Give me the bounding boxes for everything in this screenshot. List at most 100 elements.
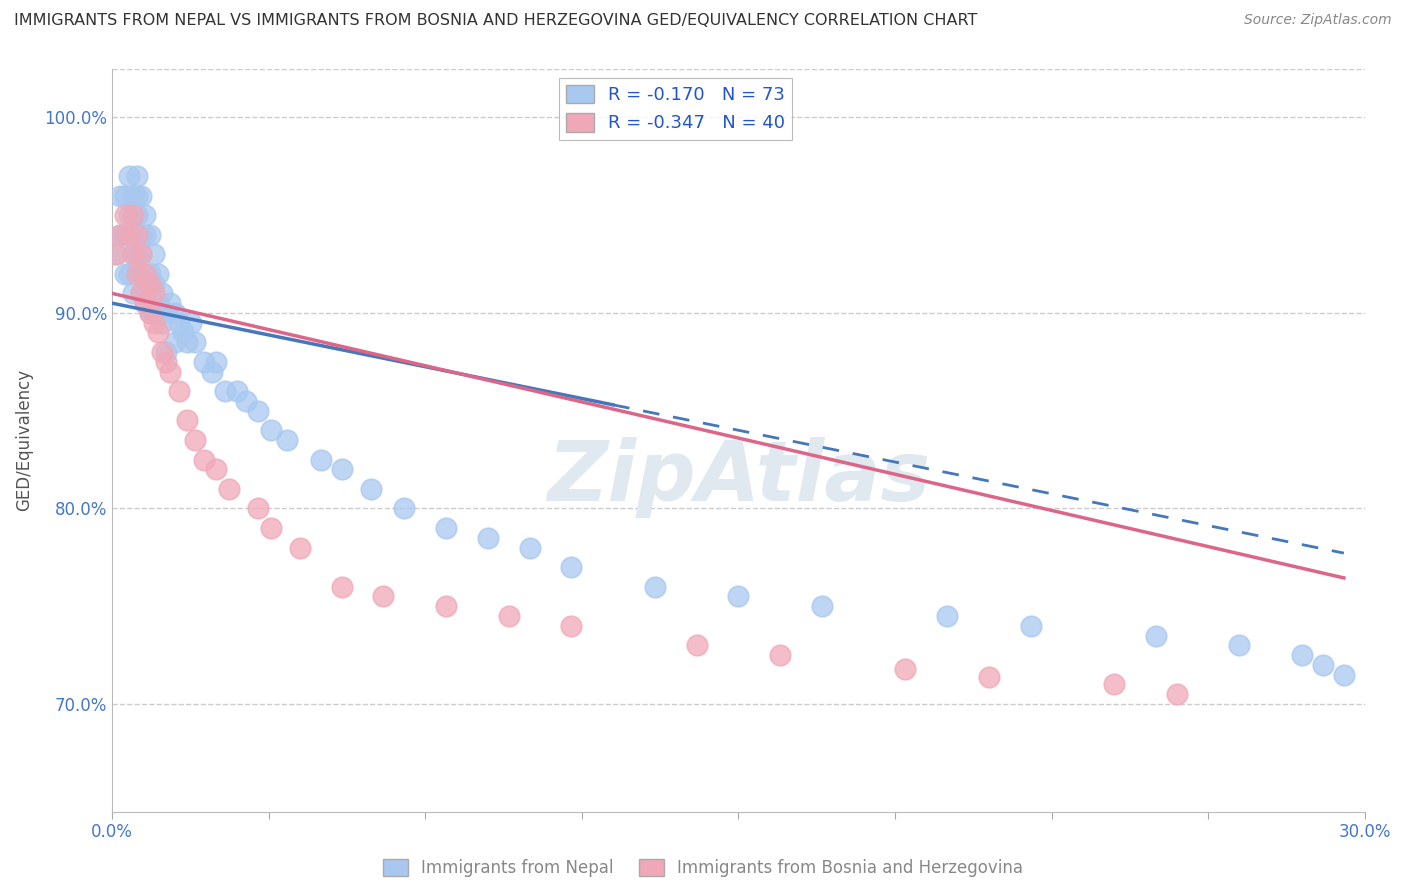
Point	[172, 326, 194, 340]
Point	[121, 208, 143, 222]
Point	[125, 188, 148, 202]
Point	[146, 267, 169, 281]
Text: IMMIGRANTS FROM NEPAL VS IMMIGRANTS FROM BOSNIA AND HERZEGOVINA GED/EQUIVALENCY : IMMIGRANTS FROM NEPAL VS IMMIGRANTS FROM…	[14, 13, 977, 29]
Point	[155, 306, 177, 320]
Point	[218, 482, 240, 496]
Point	[125, 227, 148, 242]
Point	[226, 384, 249, 398]
Point	[434, 521, 457, 535]
Point	[125, 267, 148, 281]
Point	[811, 599, 834, 614]
Point	[114, 227, 136, 242]
Point	[276, 433, 298, 447]
Point	[125, 247, 148, 261]
Point	[146, 326, 169, 340]
Point	[121, 286, 143, 301]
Point	[125, 267, 148, 281]
Point	[247, 403, 270, 417]
Point	[129, 247, 152, 261]
Point	[118, 267, 141, 281]
Point	[330, 580, 353, 594]
Legend: R = -0.170   N = 73, R = -0.347   N = 40: R = -0.170 N = 73, R = -0.347 N = 40	[560, 78, 792, 140]
Point	[394, 501, 416, 516]
Point	[1312, 657, 1334, 672]
Point	[205, 355, 228, 369]
Point	[167, 384, 190, 398]
Point	[260, 423, 283, 437]
Point	[434, 599, 457, 614]
Point	[180, 316, 202, 330]
Text: Source: ZipAtlas.com: Source: ZipAtlas.com	[1244, 13, 1392, 28]
Point	[125, 208, 148, 222]
Point	[121, 188, 143, 202]
Point	[138, 277, 160, 291]
Point	[118, 169, 141, 183]
Point	[155, 355, 177, 369]
Point	[560, 560, 582, 574]
Point	[138, 267, 160, 281]
Point	[125, 169, 148, 183]
Point	[129, 286, 152, 301]
Point	[134, 267, 156, 281]
Point	[1166, 687, 1188, 701]
Point	[163, 306, 186, 320]
Point	[184, 335, 207, 350]
Point	[155, 345, 177, 359]
Point	[142, 286, 165, 301]
Point	[146, 296, 169, 310]
Point	[114, 267, 136, 281]
Point	[134, 296, 156, 310]
Point	[159, 296, 181, 310]
Point	[118, 227, 141, 242]
Point	[519, 541, 541, 555]
Point	[176, 413, 198, 427]
Point	[129, 188, 152, 202]
Point	[498, 609, 520, 624]
Point	[142, 316, 165, 330]
Point	[201, 365, 224, 379]
Point	[138, 227, 160, 242]
Point	[142, 247, 165, 261]
Point	[727, 590, 749, 604]
Point	[129, 247, 152, 261]
Point	[167, 316, 190, 330]
Point	[114, 208, 136, 222]
Point	[105, 247, 128, 261]
Point	[205, 462, 228, 476]
Y-axis label: GED/Equivalency: GED/Equivalency	[15, 369, 32, 511]
Point	[1229, 638, 1251, 652]
Point	[134, 296, 156, 310]
Point	[159, 365, 181, 379]
Point	[105, 247, 128, 261]
Point	[142, 306, 165, 320]
Point	[1019, 619, 1042, 633]
Point	[977, 670, 1000, 684]
Point	[110, 227, 132, 242]
Point	[150, 316, 173, 330]
Point	[150, 345, 173, 359]
Point	[360, 482, 382, 496]
Point	[894, 662, 917, 676]
Point	[134, 208, 156, 222]
Text: ZipAtlas: ZipAtlas	[547, 437, 929, 517]
Point	[936, 609, 959, 624]
Point	[114, 188, 136, 202]
Point	[1144, 628, 1167, 642]
Point	[309, 452, 332, 467]
Point	[118, 208, 141, 222]
Point	[121, 247, 143, 261]
Point	[560, 619, 582, 633]
Point	[129, 227, 152, 242]
Point	[685, 638, 707, 652]
Point	[121, 247, 143, 261]
Point	[214, 384, 236, 398]
Point	[184, 433, 207, 447]
Point	[644, 580, 666, 594]
Point	[134, 227, 156, 242]
Point	[121, 208, 143, 222]
Point	[330, 462, 353, 476]
Point	[477, 531, 499, 545]
Point	[193, 355, 215, 369]
Point	[134, 267, 156, 281]
Point	[260, 521, 283, 535]
